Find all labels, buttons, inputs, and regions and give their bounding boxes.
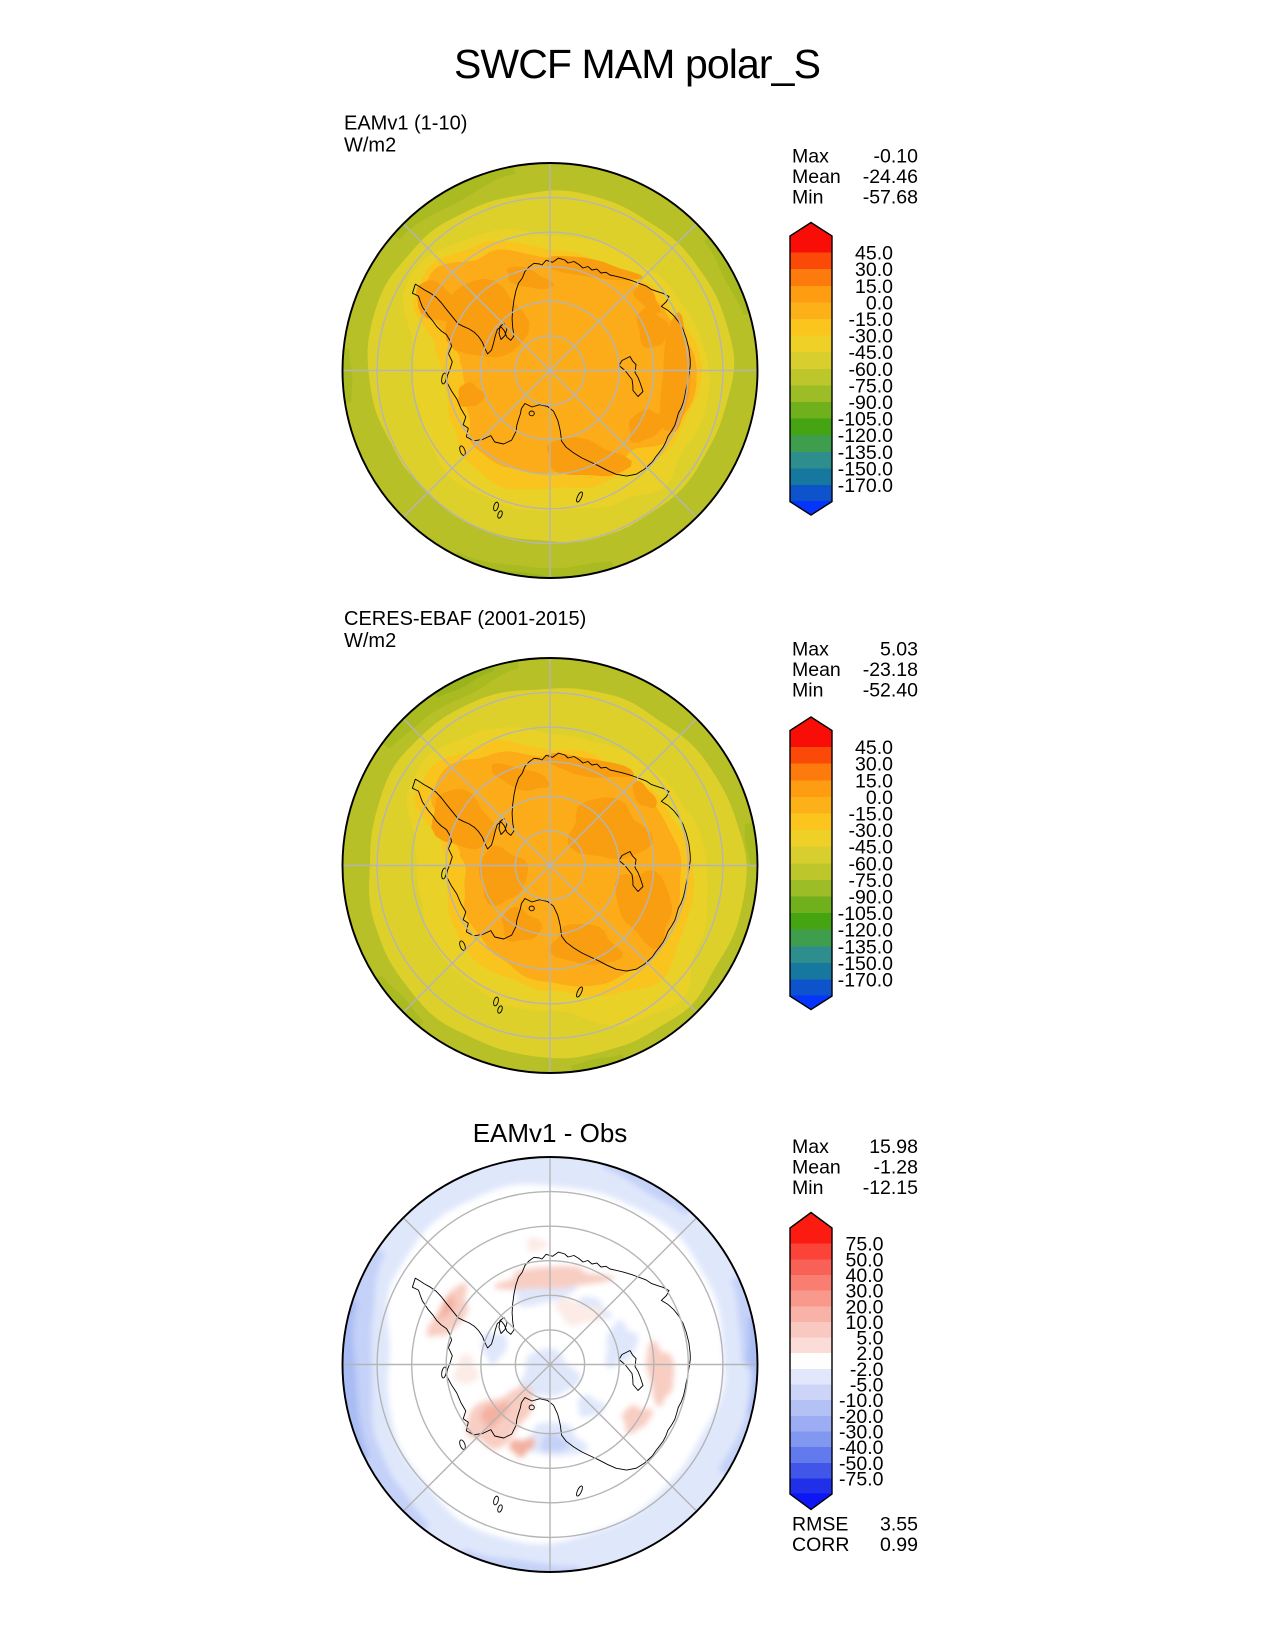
svg-text:5.0: 5.0 [856,1328,883,1350]
svg-text:-15.0: -15.0 [849,804,894,826]
svg-text:-45.0: -45.0 [849,837,894,859]
svg-text:-105.0: -105.0 [838,903,893,925]
svg-text:-57.68: -57.68 [863,187,918,209]
svg-text:-120.0: -120.0 [838,920,893,942]
svg-text:-0.10: -0.10 [874,146,919,168]
svg-text:-75.0: -75.0 [849,375,894,397]
svg-text:-135.0: -135.0 [838,936,893,958]
svg-text:Max: Max [792,146,829,168]
svg-text:75.0: 75.0 [846,1234,884,1256]
svg-text:-75.0: -75.0 [839,1468,884,1490]
svg-text:15.98: 15.98 [869,1136,918,1158]
svg-text:EAMv1 (1-10): EAMv1 (1-10) [344,113,467,135]
svg-text:-2.0: -2.0 [850,1359,884,1381]
svg-text:5.03: 5.03 [880,639,918,661]
svg-text:Min: Min [792,680,823,702]
svg-text:Mean: Mean [792,659,841,681]
svg-text:-30.0: -30.0 [849,326,894,348]
svg-text:-10.0: -10.0 [839,1390,884,1412]
svg-text:-15.0: -15.0 [849,309,894,331]
svg-text:2.0: 2.0 [856,1343,883,1365]
svg-text:Max: Max [792,1136,829,1158]
svg-text:Min: Min [792,1177,823,1199]
svg-text:0.0: 0.0 [866,292,893,314]
svg-text:15.0: 15.0 [855,770,893,792]
svg-text:-24.46: -24.46 [863,166,918,188]
svg-text:-150.0: -150.0 [838,953,893,975]
svg-text:-105.0: -105.0 [838,409,893,431]
svg-text:-52.40: -52.40 [863,680,918,702]
svg-text:0.99: 0.99 [880,1534,918,1556]
svg-text:-135.0: -135.0 [838,442,893,464]
svg-text:CERES-EBAF (2001-2015): CERES-EBAF (2001-2015) [344,608,586,630]
svg-text:RMSE: RMSE [792,1514,848,1536]
svg-text:-45.0: -45.0 [849,342,894,364]
svg-text:-30.0: -30.0 [839,1421,884,1443]
svg-text:-75.0: -75.0 [849,870,894,892]
svg-text:-120.0: -120.0 [838,425,893,447]
svg-text:45.0: 45.0 [855,737,893,759]
svg-text:30.0: 30.0 [846,1281,884,1303]
svg-text:40.0: 40.0 [846,1265,884,1287]
svg-text:-150.0: -150.0 [838,458,893,480]
svg-text:-12.15: -12.15 [863,1177,918,1199]
svg-text:50.0: 50.0 [846,1249,884,1271]
svg-text:CORR: CORR [792,1534,849,1556]
svg-text:W/m2: W/m2 [344,135,396,157]
svg-text:EAMv1 - Obs: EAMv1 - Obs [473,1118,628,1148]
svg-text:3.55: 3.55 [880,1514,918,1536]
svg-text:10.0: 10.0 [846,1312,884,1334]
svg-text:-90.0: -90.0 [849,887,894,909]
svg-text:-60.0: -60.0 [849,359,894,381]
svg-text:45.0: 45.0 [855,243,893,265]
svg-text:-60.0: -60.0 [849,853,894,875]
svg-text:30.0: 30.0 [855,754,893,776]
svg-text:-5.0: -5.0 [850,1375,884,1397]
svg-text:30.0: 30.0 [855,259,893,281]
svg-text:SWCF MAM polar_S: SWCF MAM polar_S [454,41,820,87]
svg-text:-170.0: -170.0 [838,475,893,497]
svg-text:Mean: Mean [792,166,841,188]
svg-text:20.0: 20.0 [846,1296,884,1318]
svg-text:-170.0: -170.0 [838,970,893,992]
svg-text:-20.0: -20.0 [839,1406,884,1428]
svg-text:-50.0: -50.0 [839,1453,884,1475]
svg-text:-30.0: -30.0 [849,820,894,842]
svg-text:Min: Min [792,187,823,209]
svg-text:-23.18: -23.18 [863,659,918,681]
svg-text:-40.0: -40.0 [839,1437,884,1459]
svg-text:-1.28: -1.28 [874,1157,918,1179]
svg-text:15.0: 15.0 [855,276,893,298]
svg-text:0.0: 0.0 [866,787,893,809]
svg-text:W/m2: W/m2 [344,630,396,652]
svg-text:Max: Max [792,639,829,661]
svg-text:Mean: Mean [792,1157,841,1179]
svg-text:-90.0: -90.0 [849,392,894,414]
